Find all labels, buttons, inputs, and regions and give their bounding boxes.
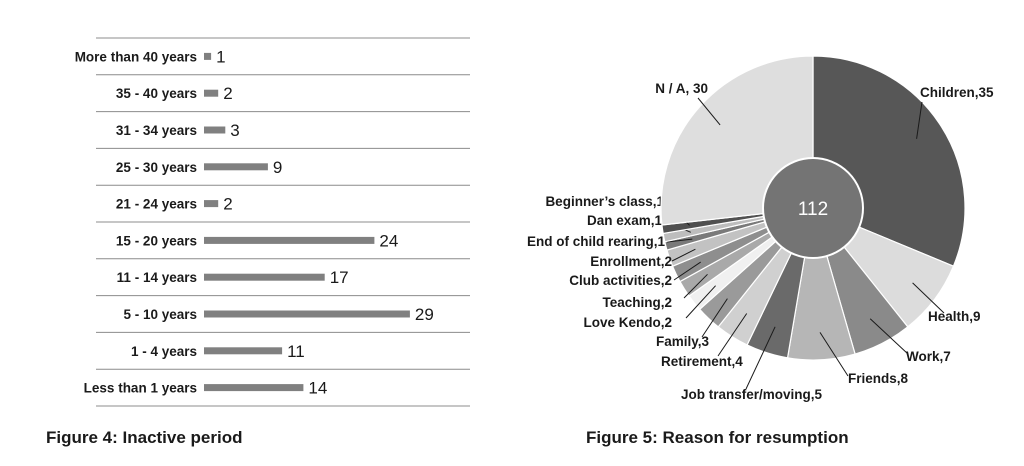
inactive-period-bar-chart: More than 40 years 1 35 - 40 years 2 31 - 34… (75, 37, 470, 407)
value-label: 3 (230, 121, 239, 140)
slice-label: Dan exam,1 (587, 213, 663, 228)
bar (204, 126, 226, 134)
slice-label: Job transfer/moving,5 (681, 387, 823, 402)
figure-4-caption: Figure 4: Inactive period (46, 428, 243, 447)
leader-line (671, 248, 696, 262)
bar (204, 163, 268, 171)
bar (204, 273, 325, 281)
value-label: 1 (216, 47, 225, 66)
category-label: 5 - 10 years (123, 307, 197, 322)
category-label: 25 - 30 years (116, 160, 197, 175)
figure-5-caption: Figure 5: Reason for resumption (586, 428, 849, 447)
value-label: 29 (415, 305, 434, 324)
slice-label: Children,35 (920, 85, 994, 100)
slice-label: Friends,8 (848, 371, 909, 386)
slice-label: N / A, 30 (655, 81, 708, 96)
slice-label: Work,7 (906, 349, 951, 364)
bar (204, 89, 219, 97)
category-label: 15 - 20 years (116, 233, 197, 248)
bar (204, 347, 283, 355)
leader-line (683, 273, 708, 299)
category-label: More than 40 years (75, 49, 197, 64)
leader-line (869, 318, 909, 355)
value-label: 24 (379, 231, 398, 250)
leader-line (745, 326, 776, 390)
bar (204, 52, 212, 60)
category-label: Less than 1 years (84, 381, 197, 396)
slice-label: Enrollment,2 (590, 254, 672, 269)
category-label: 11 - 14 years (117, 270, 197, 285)
leader-line (673, 261, 701, 281)
bar (204, 200, 219, 208)
slice-label: Family,3 (656, 334, 710, 349)
value-label: 2 (223, 195, 232, 214)
resumption-reason-donut-chart: Children,35 Health,9 Work,7 Friends,8 Job tr… (527, 55, 994, 402)
donut-center (762, 157, 864, 259)
slice-label: End of child rearing,1 (527, 234, 666, 249)
slice-label: Beginner’s class,1 (545, 194, 664, 209)
slice-label: Retirement,4 (661, 354, 743, 369)
slice-label: Love Kendo,2 (583, 315, 672, 330)
leader-line (916, 101, 923, 139)
slice-label: Club activities,2 (569, 273, 672, 288)
category-label: 21 - 24 years (116, 197, 197, 212)
value-label: 14 (308, 379, 327, 398)
category-label: 1 - 4 years (131, 344, 197, 359)
leader-line (717, 313, 748, 357)
leader-line (697, 97, 721, 126)
slice-label: Teaching,2 (602, 295, 672, 310)
bar (204, 310, 410, 318)
leader-line (912, 282, 945, 314)
bar (204, 384, 304, 392)
category-label: 35 - 40 years (116, 86, 197, 101)
value-label: 17 (330, 268, 349, 287)
value-label: 11 (287, 342, 305, 361)
leader-line (701, 298, 728, 338)
leader-line (685, 285, 716, 319)
leader-line (819, 332, 849, 377)
slice-label: Health,9 (928, 309, 981, 324)
category-label: 31 - 34 years (116, 123, 197, 138)
bar (204, 236, 375, 244)
donut-total-label: 112 (798, 199, 828, 220)
value-label: 2 (223, 84, 232, 103)
value-label: 9 (273, 158, 282, 177)
leader-line (666, 238, 693, 243)
